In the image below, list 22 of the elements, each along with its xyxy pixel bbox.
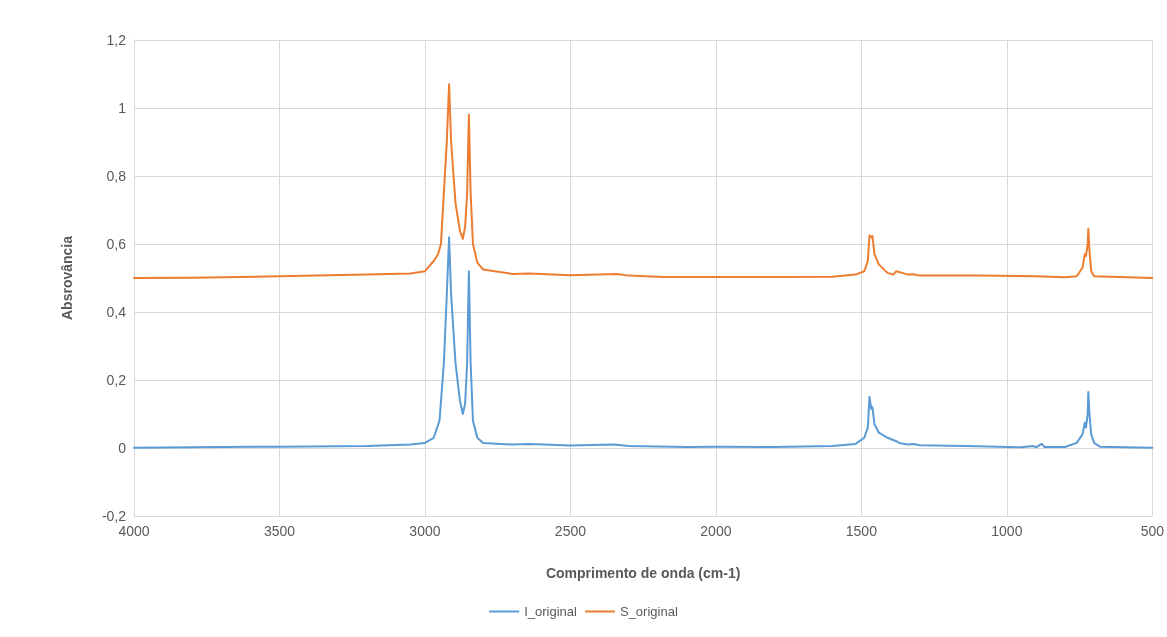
x-tick-label: 500 [1140,523,1165,539]
y-tick-label: 0,2 [106,372,127,388]
y-tick-label: -0,2 [101,508,127,524]
y-tick-label: 0,4 [106,304,127,320]
x-tick-label: 1000 [991,523,1023,539]
y-tick-label: 0 [118,440,127,456]
line-series [133,236,1154,449]
x-tick-label: 2000 [700,523,732,539]
line-series [133,83,1154,279]
y-tick-label: 1,2 [106,32,127,48]
y-tick-label: 0,6 [106,236,127,252]
legend-label: S_original [619,604,678,619]
y-axis-title: Absrovância [59,235,75,321]
x-axis-title: Comprimento de onda (cm-1) [545,565,741,581]
x-tick-label: 3500 [263,523,296,539]
x-tick-label: 3000 [409,523,441,539]
y-tick-label: 1 [118,100,127,116]
x-tick-label: 1500 [845,523,878,539]
x-tick-label: 4000 [118,523,150,539]
x-tick-label: 2500 [554,523,587,539]
y-tick-label: 0,8 [106,168,127,184]
legend-label: I_original [524,604,578,619]
